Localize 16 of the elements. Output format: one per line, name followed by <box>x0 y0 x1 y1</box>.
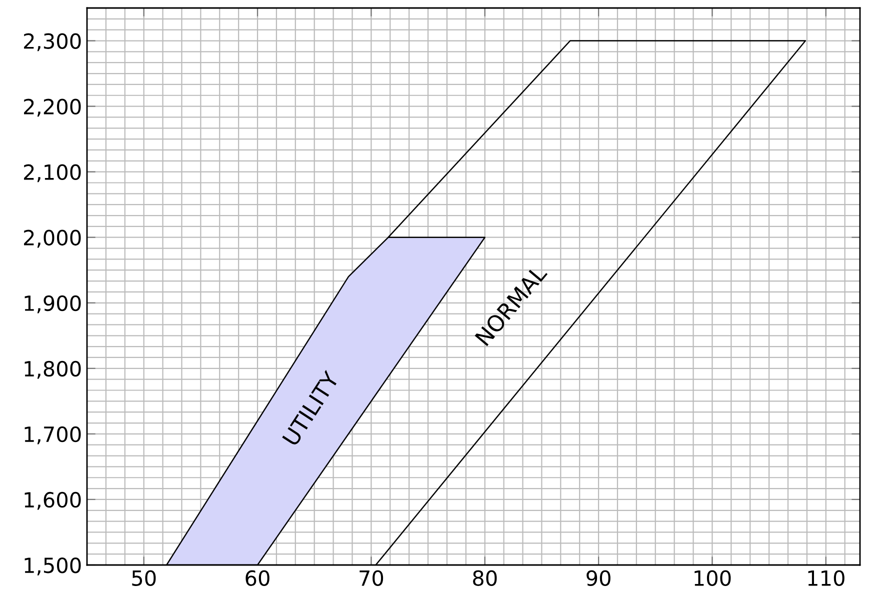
y-tick-label: 2,200 <box>24 98 81 117</box>
y-tick-label: 2,100 <box>24 164 81 182</box>
y-tick-label: 1,900 <box>24 295 81 314</box>
x-tick-label: 90 <box>586 570 610 586</box>
y-tick-label: 2,300 <box>24 33 81 52</box>
y-tick-label: 2,000 <box>24 230 81 248</box>
x-tick-label: 50 <box>132 570 156 586</box>
x-tick-label: 110 <box>808 570 844 586</box>
x-tick-label: 60 <box>246 570 270 586</box>
y-tick-label: 1,700 <box>24 426 81 444</box>
y-tick-label: 1,800 <box>24 360 81 379</box>
y-tick-label: 1,500 <box>24 557 81 576</box>
y-tick-label: 1,600 <box>24 492 81 510</box>
x-tick-label: 70 <box>360 570 384 586</box>
x-tick-label: 100 <box>694 570 731 586</box>
x-tick-label: 80 <box>473 570 497 586</box>
